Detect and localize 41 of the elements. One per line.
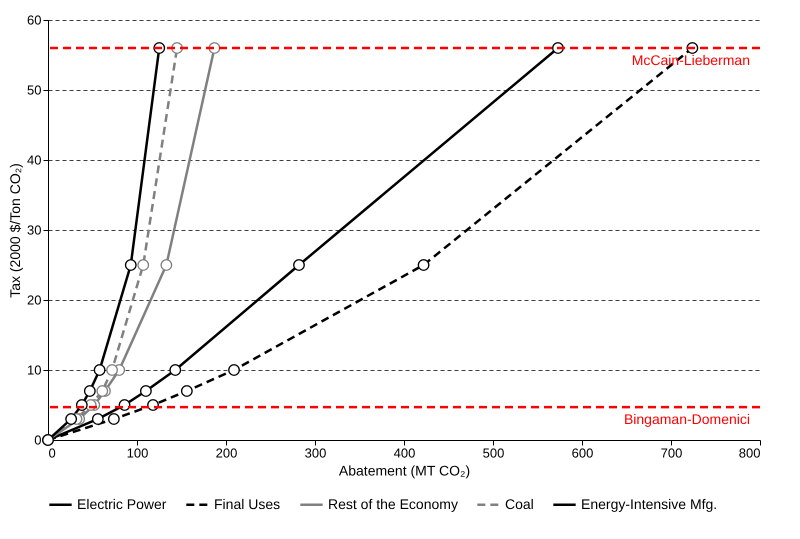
point xyxy=(94,364,106,376)
y-tick-label: 20 xyxy=(27,292,42,308)
x-tick-label: 400 xyxy=(394,446,416,460)
x-tick-label: 0 xyxy=(48,446,56,460)
x-tick-label: 800 xyxy=(738,446,760,460)
point xyxy=(124,259,137,271)
point xyxy=(169,364,182,376)
point xyxy=(96,385,108,397)
point xyxy=(84,385,96,397)
x-tick-label: 600 xyxy=(572,446,594,460)
x-tick-label: 700 xyxy=(660,446,682,460)
ref-line-label: McCain-Lieberman xyxy=(632,52,750,68)
y-tick-label: 40 xyxy=(27,152,42,168)
point xyxy=(106,364,118,376)
x-tick-label: 100 xyxy=(126,446,148,460)
point xyxy=(137,259,150,271)
x-axis-title: Abatement (MT CO₂) xyxy=(338,462,470,478)
legend-label: Electric Power xyxy=(77,496,167,512)
point xyxy=(92,413,104,425)
y-axis-title: Tax (2000 $/Ton CO₂) xyxy=(7,163,24,298)
legend-label: Final Uses xyxy=(214,496,280,512)
legend-label: Rest of the Economy xyxy=(328,496,458,512)
legend-label: Coal xyxy=(505,496,534,512)
y-tick-label: 30 xyxy=(27,222,42,238)
x-tick-label: 500 xyxy=(482,446,504,460)
point xyxy=(228,364,240,376)
point xyxy=(65,413,78,425)
ref-line-label: Bingaman-Domenici xyxy=(624,411,750,428)
point xyxy=(108,413,120,425)
point xyxy=(418,259,430,271)
y-tick-label: 10 xyxy=(27,362,42,378)
point xyxy=(293,259,305,271)
y-tick-label: 50 xyxy=(27,82,42,98)
point xyxy=(160,259,172,271)
y-tick-label: 60 xyxy=(27,12,42,28)
x-tick-label: 300 xyxy=(304,446,326,460)
x-tick-label: 200 xyxy=(216,446,238,460)
point xyxy=(140,385,152,397)
legend-label: Energy-Intensive Mfg. xyxy=(581,496,718,512)
y-tick-label: 0 xyxy=(34,432,42,448)
point xyxy=(180,385,193,397)
